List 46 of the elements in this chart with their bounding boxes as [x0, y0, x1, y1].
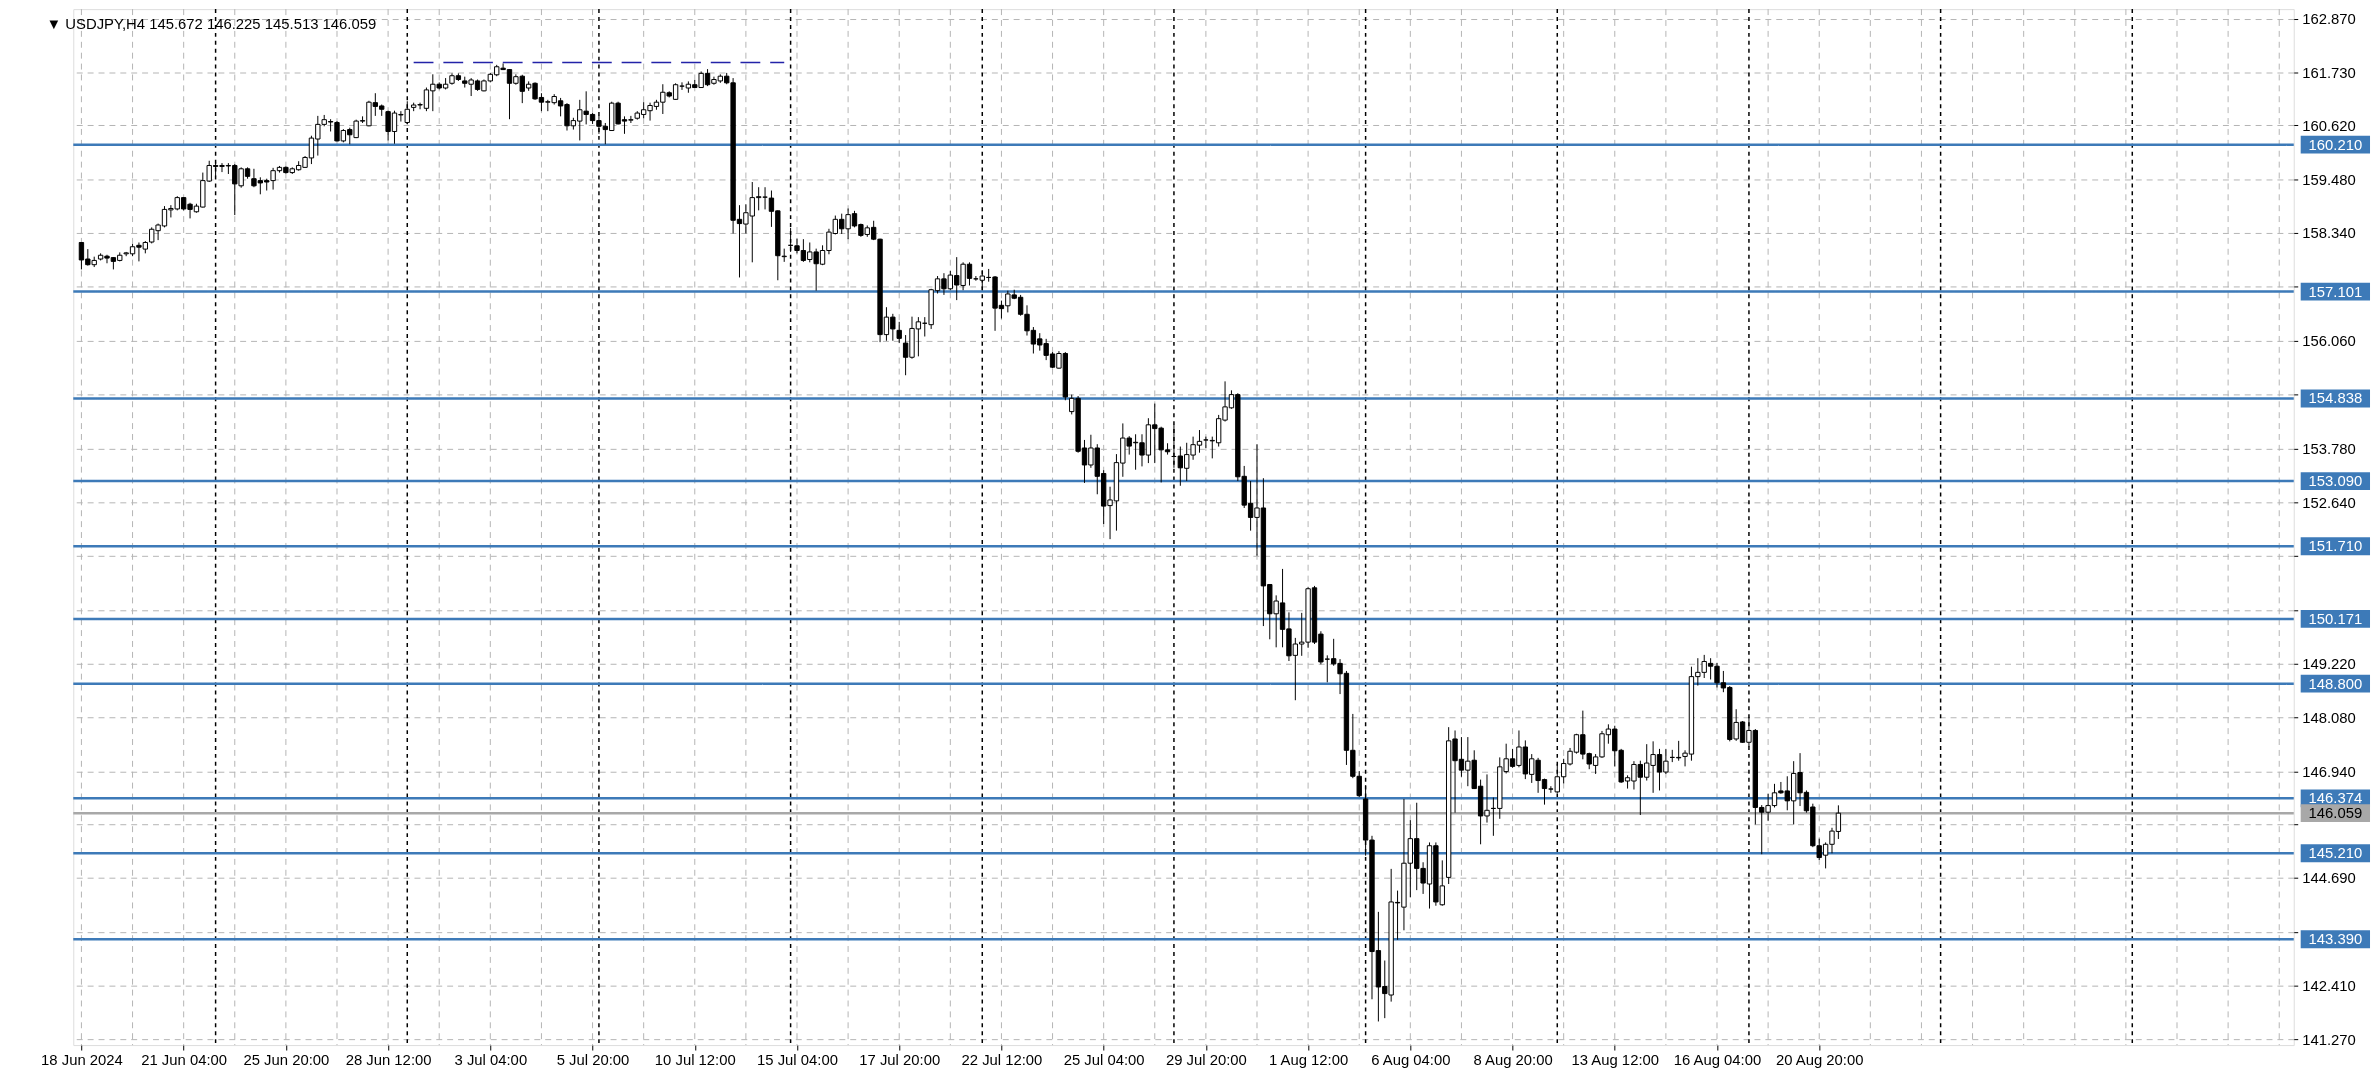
- y-tick-label: 153.780: [2302, 440, 2356, 457]
- ref-line-label: 145.210: [2308, 845, 2363, 862]
- x-tick-label: 16 Aug 04:00: [1673, 1052, 1762, 1069]
- y-tick-label: 148.080: [2302, 710, 2356, 727]
- x-tick-label: 10 Jul 12:00: [654, 1052, 736, 1069]
- x-tick-label: 29 Jul 20:00: [1165, 1052, 1247, 1069]
- y-tick-label: 156.060: [2302, 333, 2356, 350]
- candlestick: [1675, 740, 1682, 762]
- y-tick-label: 152.640: [2302, 494, 2356, 511]
- x-tick-label: 6 Aug 04:00: [1371, 1052, 1451, 1069]
- ref-line-label: 151.710: [2308, 538, 2363, 555]
- y-tick-label: 159.480: [2302, 171, 2356, 188]
- x-tick-label: 21 Jun 04:00: [141, 1052, 228, 1069]
- y-tick-label: 160.620: [2302, 117, 2356, 134]
- x-tick-label: 25 Jun 20:00: [243, 1052, 330, 1069]
- x-tick-label: 25 Jul 04:00: [1063, 1052, 1145, 1069]
- x-tick-label: 22 Jul 12:00: [961, 1052, 1043, 1069]
- x-tick-label: 3 Jul 04:00: [454, 1052, 528, 1069]
- y-tick-label: 142.410: [2302, 978, 2356, 994]
- ref-line-label: 160.210: [2308, 136, 2363, 153]
- ref-line-label: 146.374: [2308, 790, 2363, 807]
- ref-line-label: 153.090: [2308, 472, 2363, 489]
- x-tick-label: 5 Jul 20:00: [556, 1052, 630, 1069]
- ref-line-label: 157.101: [2308, 283, 2363, 300]
- x-tick-label: 8 Aug 20:00: [1473, 1052, 1553, 1069]
- x-tick-label: 18 Jun 2024: [41, 1052, 123, 1069]
- y-tick-label: 144.690: [2302, 870, 2356, 887]
- ref-line-label: 150.171: [2308, 610, 2363, 627]
- x-tick-label: 28 Jun 12:00: [345, 1052, 432, 1069]
- candlestick: [896, 321, 902, 344]
- x-tick-label: 15 Jul 04:00: [757, 1052, 838, 1069]
- y-tick-label: 158.340: [2302, 225, 2356, 242]
- x-tick-label: 1 Aug 12:00: [1268, 1052, 1349, 1069]
- x-tick-label: 13 Aug 12:00: [1571, 1052, 1660, 1069]
- ref-line-label: 148.800: [2308, 675, 2363, 692]
- text: ▼ USDJPY,H4 145.672 146.225 145.513 146.059: [46, 16, 377, 33]
- ref-line-label: 154.838: [2308, 390, 2363, 407]
- y-tick-label: 146.940: [2302, 764, 2356, 781]
- x-tick-label: 20 Aug 20:00: [1775, 1052, 1864, 1069]
- ref-line-label: 146.059: [2308, 805, 2363, 822]
- x-tick-label: 17 Jul 20:00: [859, 1052, 941, 1069]
- y-tick-label: 162.870: [2302, 11, 2356, 28]
- y-tick-label: 161.730: [2302, 65, 2356, 82]
- y-tick-label: 149.220: [2302, 656, 2356, 673]
- ref-line-label: 143.390: [2308, 931, 2363, 948]
- y-tick-label: 141.270: [2302, 1031, 2356, 1048]
